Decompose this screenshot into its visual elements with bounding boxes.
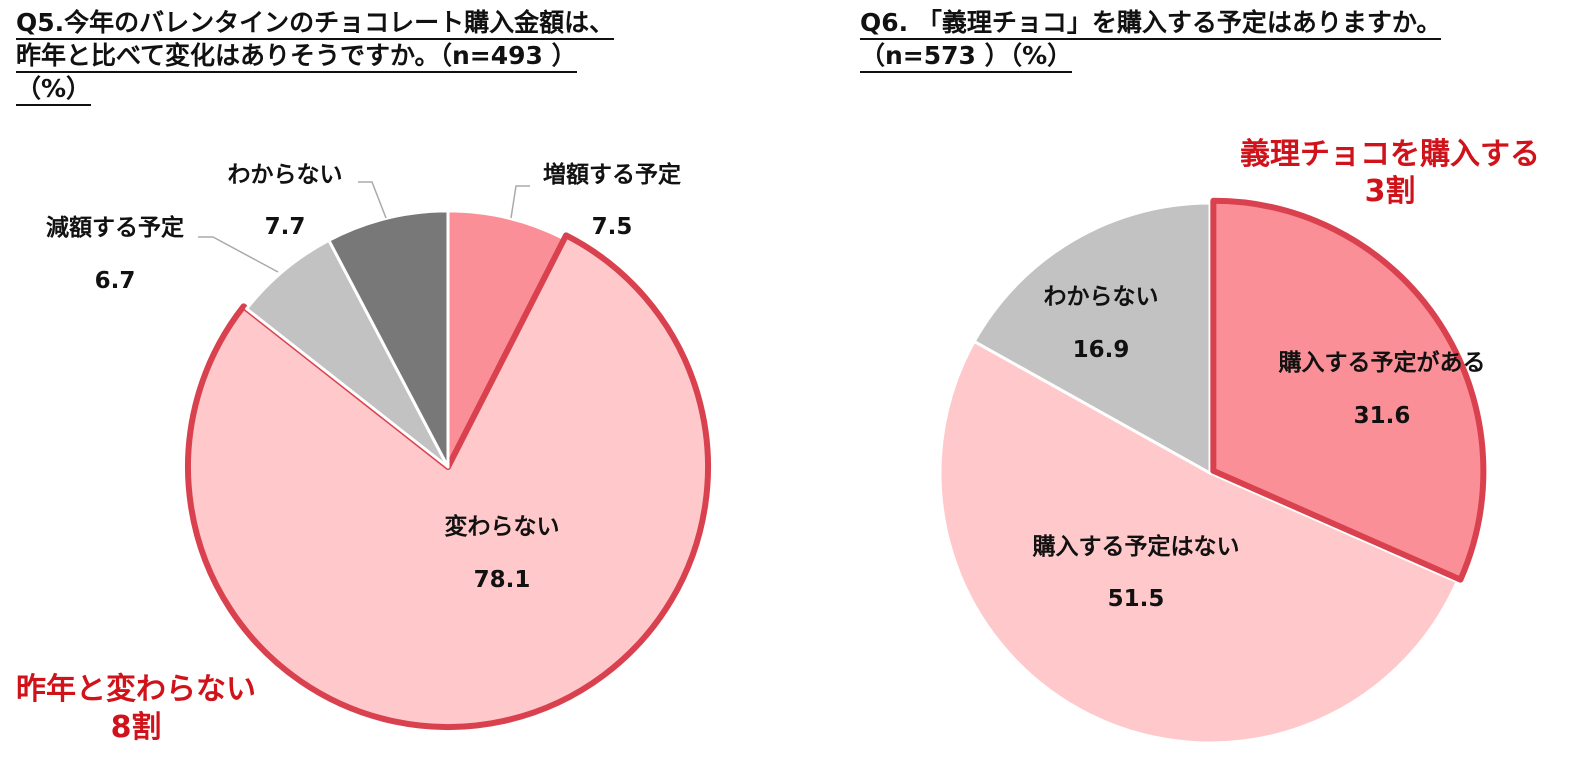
q5-slice-value-0: 7.5	[592, 214, 633, 240]
q5-callout-line-2: 8割	[111, 710, 162, 745]
q5-slice-3	[327, 209, 450, 469]
q6-slice-label-0: 購入する予定がある	[1279, 349, 1486, 376]
q6-slice-value-0: 31.6	[1354, 403, 1411, 429]
q6-chart-title: Q6. 「義理チョコ」を購入する予定はありますか。 （n=573 ）（%）	[860, 7, 1442, 73]
q5-slice-label-2: 減額する予定	[46, 214, 184, 241]
q6-title-line-2: （n=573 ）（%）	[860, 40, 1073, 73]
q6-callout-line-2: 3割	[1365, 174, 1416, 209]
q5-slice-value-1: 78.1	[474, 567, 531, 593]
q5-title-line-3: （%）	[16, 73, 92, 106]
q5-title-line-2: 昨年と比べて変化はありそうですか。（n=493 ）	[16, 40, 577, 73]
q5-callout-line-1: 昨年と変わらない	[16, 672, 256, 707]
q6-pie-chart: 購入する予定がある 31.6 購入する予定はない 51.5 わからない 16.9 義理チョコ…	[938, 137, 1540, 745]
q6-slice-value-2: 16.9	[1073, 337, 1130, 363]
q6-slice-1	[938, 339, 1459, 745]
q6-callout-line-1: 義理チョコを購入する	[1240, 137, 1540, 172]
q5-slice-1	[185, 232, 711, 730]
q5-leader-line-3	[358, 181, 387, 219]
q5-pie-chart: 増額する予定 7.5 変わらない 78.1 減額する予定 6.7 わからない 7.7 昨年と変わ…	[16, 161, 711, 745]
q5-slice-label-0: 増額する予定	[543, 161, 681, 188]
q6-title-line-1: Q6. 「義理チョコ」を購入する予定はありますか。	[860, 7, 1442, 40]
q5-slice-label-3: わからない	[228, 162, 343, 188]
q6-slice-2	[972, 201, 1212, 475]
q5-title-line-1: Q5.今年のバレンタインのチョコレート購入金額は、	[16, 7, 615, 40]
q6-slice-value-1: 51.5	[1108, 586, 1165, 612]
q6-slice-label-2: わからない	[1044, 284, 1159, 310]
q5-slice-0	[446, 209, 566, 469]
q5-slice-2	[245, 238, 450, 469]
q5-leader-line-0	[510, 185, 530, 219]
q6-slice-label-1: 購入する予定はない	[1033, 533, 1240, 560]
q5-chart-title: Q5.今年のバレンタインのチョコレート購入金額は、 昨年と比べて変化はありそうで…	[16, 7, 615, 106]
q5-slice-value-2: 6.7	[95, 268, 136, 294]
q6-slice-0	[1210, 197, 1487, 583]
q5-slice-value-3: 7.7	[265, 214, 306, 240]
q5-leader-line-2	[198, 236, 279, 273]
q5-slice-label-1: 変わらない	[445, 513, 560, 540]
